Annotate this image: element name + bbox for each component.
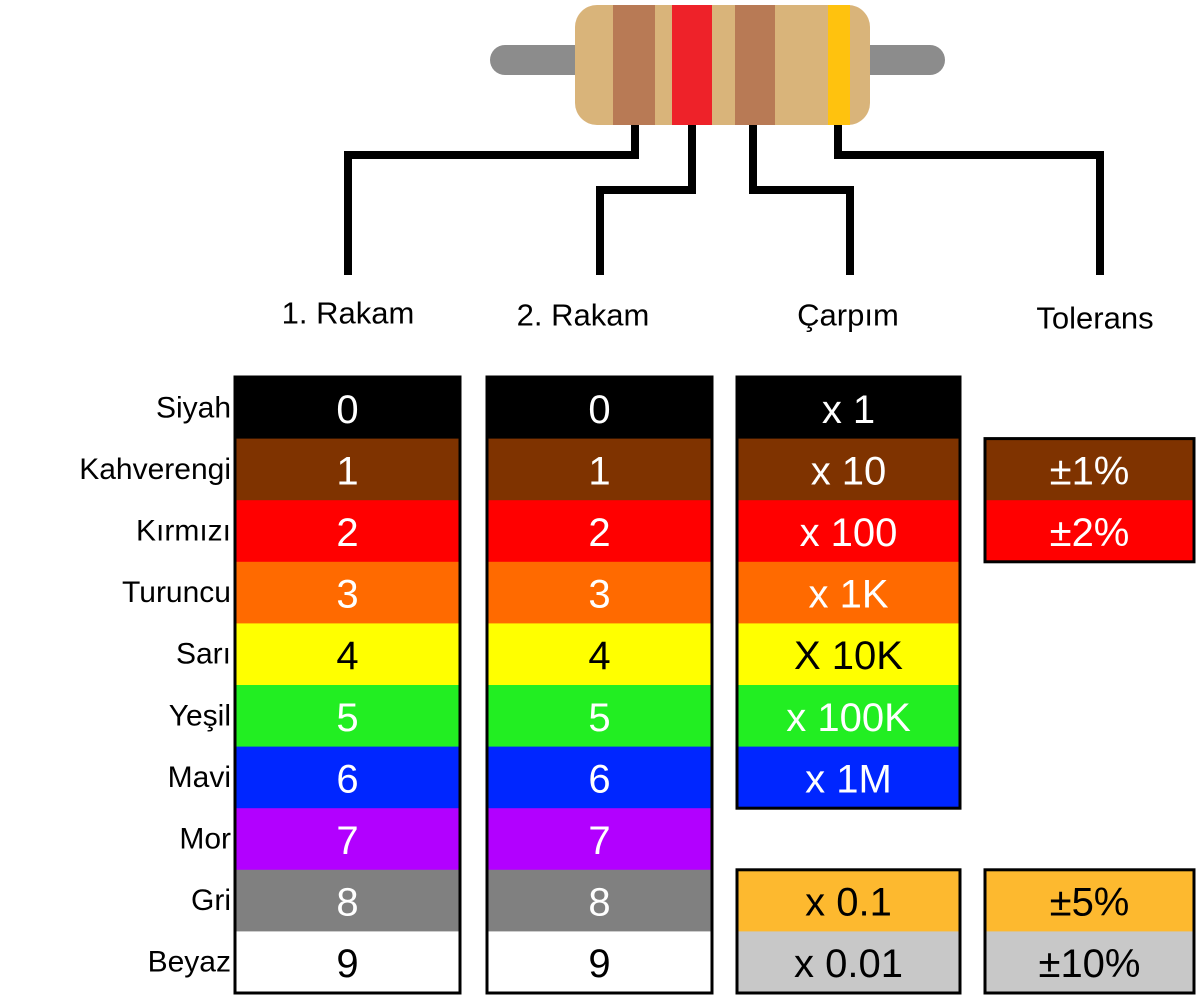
cell-value: 8 (336, 881, 358, 925)
cell-group-border (485, 375, 714, 995)
cell-value: X 10K (794, 634, 903, 678)
color-cell (487, 561, 712, 624)
color-cell (487, 931, 712, 994)
cell-value: x 100K (786, 696, 911, 740)
band (672, 5, 712, 125)
cell-value: 6 (336, 757, 358, 801)
color-cell (235, 377, 460, 440)
cell-value: x 1K (808, 573, 888, 617)
color-cell (235, 623, 460, 686)
row-label: Beyaz (148, 946, 231, 979)
row-label: Mor (179, 823, 231, 856)
row-label: Turuncu (122, 576, 231, 609)
connector (834, 125, 1104, 275)
color-cell (737, 746, 960, 809)
row-label: Yeşil (169, 699, 231, 732)
cell-group-border (735, 868, 962, 995)
color-cell (737, 685, 960, 748)
color-cell (487, 746, 712, 809)
row-label: Siyah (156, 391, 231, 424)
connectors (344, 125, 1104, 275)
cell-value: 3 (588, 573, 610, 617)
cell-value: x 0.01 (794, 942, 903, 986)
cell-value: 9 (336, 942, 358, 986)
color-cell (235, 808, 460, 871)
cell-group-border (983, 868, 1196, 995)
color-cell (487, 438, 712, 501)
color-cell (235, 438, 460, 501)
column-header: 1. Rakam (282, 296, 415, 331)
cell-value: 5 (588, 696, 610, 740)
row-label: Kahverengi (79, 453, 231, 486)
cell-group-border (983, 437, 1196, 564)
cell-group-border (233, 375, 462, 995)
color-cell (487, 685, 712, 748)
cell-value: 8 (588, 881, 610, 925)
cell-value: 2 (336, 511, 358, 555)
color-cell (487, 500, 712, 563)
color-cell (985, 438, 1194, 501)
color-cell (235, 500, 460, 563)
color-cell (487, 623, 712, 686)
connector (749, 125, 854, 275)
connector (596, 125, 696, 275)
cell-group-border (735, 375, 962, 810)
color-cell (487, 869, 712, 932)
cell-value: x 1 (822, 388, 875, 432)
band (828, 5, 850, 125)
column-header: Çarpım (797, 298, 899, 333)
cell-value: ±2% (1050, 511, 1130, 555)
cell-value: x 10 (811, 449, 887, 493)
color-cell (737, 869, 960, 932)
color-cell (487, 808, 712, 871)
color-cell (487, 377, 712, 440)
cell-value: x 1M (805, 757, 892, 801)
cell-value: 1 (588, 449, 610, 493)
cell-value: 7 (588, 819, 610, 863)
cell-value: ±10% (1038, 942, 1140, 986)
color-cell (737, 377, 960, 440)
cell-value: 6 (588, 757, 610, 801)
cell-value: 0 (588, 388, 610, 432)
cell-value: 3 (336, 573, 358, 617)
cell-value: ±5% (1050, 881, 1130, 925)
connector (344, 125, 639, 275)
cell-value: 7 (336, 819, 358, 863)
column-header: Tolerans (1036, 301, 1153, 336)
color-cell (985, 931, 1194, 994)
color-cell (737, 438, 960, 501)
cell-value: 4 (588, 634, 610, 678)
cell-value: 1 (336, 449, 358, 493)
row-label: Mavi (168, 761, 231, 794)
row-label: Gri (191, 884, 231, 917)
cell-value: 5 (336, 696, 358, 740)
color-cell (737, 623, 960, 686)
cell-value: x 0.1 (805, 881, 892, 925)
row-label: Kırmızı (136, 515, 231, 548)
color-cell (235, 746, 460, 809)
color-cell (985, 869, 1194, 932)
color-cell (235, 561, 460, 624)
color-cell (235, 685, 460, 748)
band (735, 5, 775, 125)
cell-value: 9 (588, 942, 610, 986)
cell-value: 4 (336, 634, 358, 678)
color-cell (737, 561, 960, 624)
color-cell (235, 931, 460, 994)
cell-value: ±1% (1050, 449, 1130, 493)
resistor (490, 5, 945, 125)
cell-value: 2 (588, 511, 610, 555)
cell-value: 0 (336, 388, 358, 432)
band (613, 5, 655, 125)
color-cell (235, 869, 460, 932)
column-header: 2. Rakam (517, 298, 650, 333)
color-cell (737, 931, 960, 994)
row-label: Sarı (176, 638, 231, 671)
cell-value: x 100 (800, 511, 898, 555)
color-cell (985, 500, 1194, 563)
color-cell (737, 500, 960, 563)
